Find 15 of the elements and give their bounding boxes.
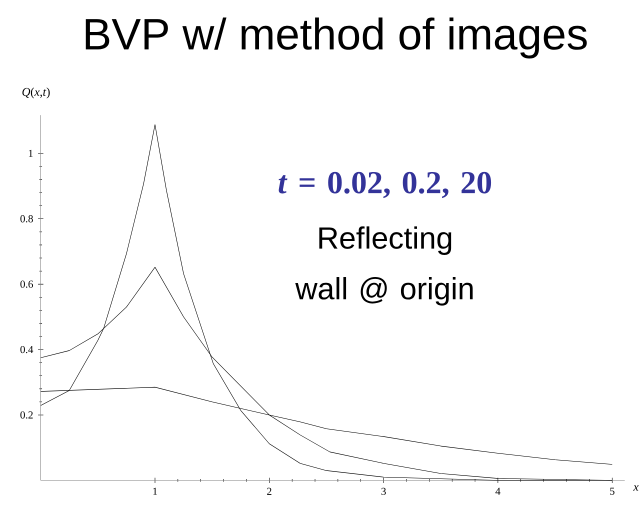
chart-title: BVP w/ method of images: [86, 17, 587, 58]
x-tick-label: 1: [153, 488, 158, 495]
x-tick-label: 3: [381, 488, 386, 495]
x-axis-title: x: [633, 485, 639, 491]
y-tick-label: 1: [28, 150, 33, 157]
x-tick-label: 5: [610, 488, 614, 495]
y-tick-label: 0.2: [20, 411, 33, 419]
y-axis-title: Q(x,t): [22, 88, 50, 98]
x-tick-label: 2: [267, 488, 272, 495]
y-tick-label: 0.4: [20, 346, 34, 354]
x-tick-label: 4: [495, 488, 500, 495]
annotation: Reflecting wall @ origin: [295, 226, 473, 306]
y-tick-label: 0.8: [20, 215, 33, 222]
y-tick-label: 0.6: [20, 280, 34, 288]
annotation: t = 0.02, 0.2, 20: [278, 172, 492, 198]
